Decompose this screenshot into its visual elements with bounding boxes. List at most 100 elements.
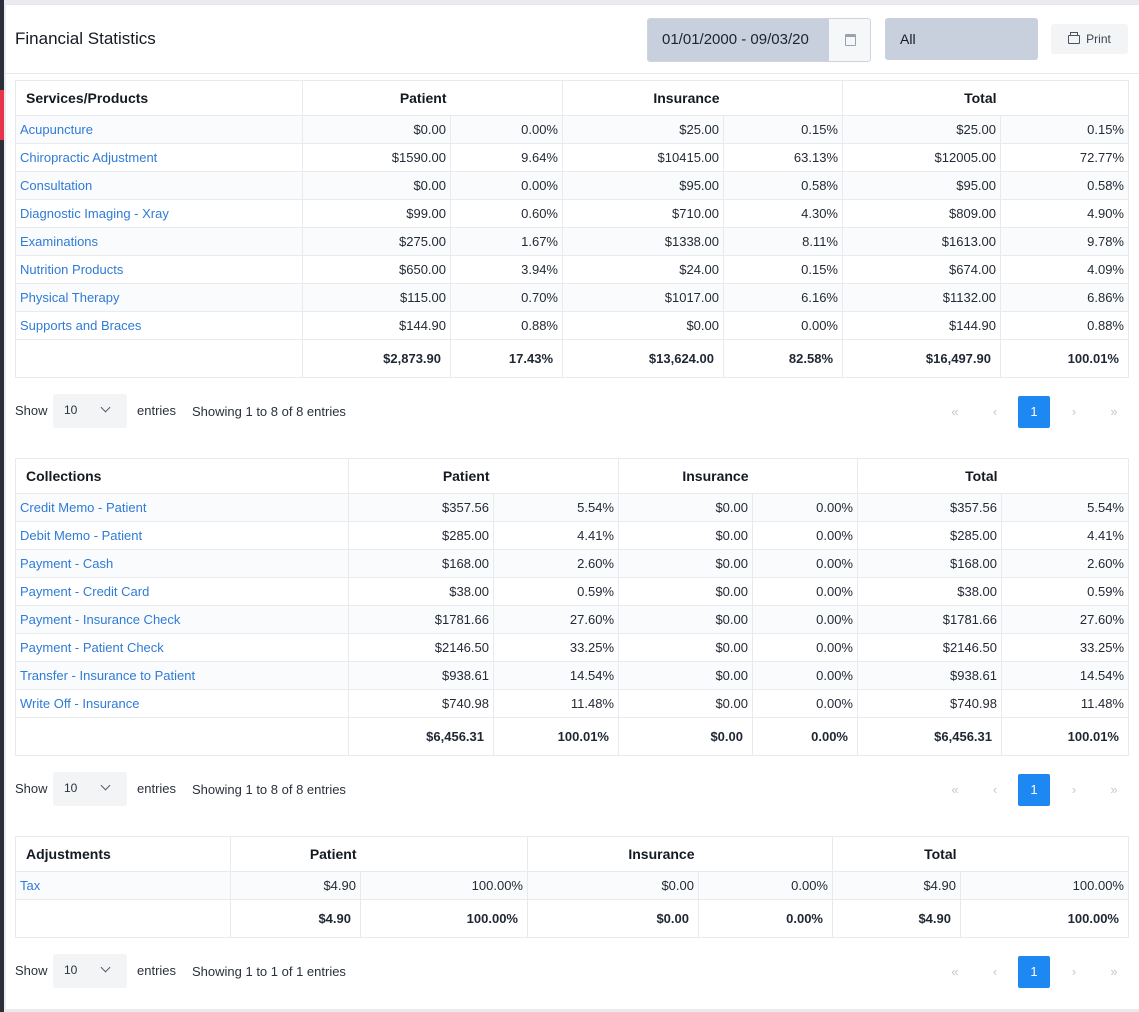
col-header-insurance[interactable]: Insurance [562, 80, 724, 116]
row-value: 27.60% [1001, 605, 1129, 634]
previous-page-icon[interactable]: ‹ [992, 964, 998, 979]
row-name-link[interactable]: Payment - Insurance Check [15, 605, 349, 634]
row-value: 27.60% [493, 605, 619, 634]
previous-page-icon[interactable]: ‹ [992, 782, 998, 797]
row-name-link[interactable]: Nutrition Products [15, 255, 303, 284]
total-value [15, 339, 303, 378]
row-value: $38.00 [857, 577, 1002, 606]
page-length-select[interactable]: 10 [53, 772, 127, 806]
page-length-value: 10 [64, 963, 78, 977]
row-value: $938.61 [348, 661, 494, 690]
row-value: 14.54% [1001, 661, 1129, 690]
page-button-1[interactable]: 1 [1018, 774, 1050, 806]
row-name-link[interactable]: Examinations [15, 227, 303, 256]
col-header-patient[interactable]: Patient [348, 458, 494, 494]
page-length-select[interactable]: 10 [53, 954, 127, 988]
row-value: $1590.00 [302, 143, 451, 172]
first-page-icon[interactable]: « [951, 964, 959, 979]
col-header-name[interactable]: Collections [15, 458, 349, 494]
first-page-icon[interactable]: « [951, 782, 959, 797]
row-value: $1781.66 [857, 605, 1002, 634]
row-value: $1338.00 [562, 227, 724, 256]
row-value: $25.00 [562, 115, 724, 144]
totals-row: $6,456.31 100.01% $0.00 0.00% $6,456.31 100.0… [15, 717, 1129, 756]
calendar-icon[interactable] [830, 19, 870, 61]
table-row: Tax $4.90 100.00% $0.00 0.00% $4.90 100.00% [15, 871, 1129, 900]
col-header-insurance-pct [698, 836, 833, 872]
row-name-link[interactable]: Payment - Patient Check [15, 633, 349, 662]
total-value: 100.01% [1000, 339, 1129, 378]
row-name-link[interactable]: Acupuncture [15, 115, 303, 144]
first-page-icon[interactable]: « [951, 404, 959, 419]
provider-filter-select[interactable]: All [885, 18, 1038, 60]
last-page-icon[interactable]: » [1110, 404, 1118, 419]
row-name-link[interactable]: Consultation [15, 171, 303, 200]
services-section: Services/Products Patient Insurance Tota… [15, 80, 1129, 430]
row-name-link[interactable]: Supports and Braces [15, 311, 303, 340]
row-name-link[interactable]: Payment - Credit Card [15, 577, 349, 606]
row-name-link[interactable]: Transfer - Insurance to Patient [15, 661, 349, 690]
row-value: 0.00% [752, 521, 858, 550]
services-pager: Show 10 entries Showing 1 to 8 of 8 entries… [15, 394, 1128, 430]
row-name-link[interactable]: Debit Memo - Patient [15, 521, 349, 550]
print-button[interactable]: Print [1051, 24, 1128, 54]
col-header-patient[interactable]: Patient [230, 836, 361, 872]
total-value: $4.90 [832, 899, 961, 938]
last-page-icon[interactable]: » [1110, 782, 1118, 797]
row-name-link[interactable]: Diagnostic Imaging - Xray [15, 199, 303, 228]
row-value: $10415.00 [562, 143, 724, 172]
col-header-name[interactable]: Services/Products [15, 80, 303, 116]
collections-table: Collections Patient Insurance Total Cred… [15, 458, 1129, 756]
row-value: $710.00 [562, 199, 724, 228]
row-value: $0.00 [618, 549, 753, 578]
col-header-patient[interactable]: Patient [302, 80, 451, 116]
row-name-link[interactable]: Credit Memo - Patient [15, 493, 349, 522]
row-value: $25.00 [842, 115, 1001, 144]
total-value: 100.01% [493, 717, 619, 756]
next-page-icon[interactable]: › [1071, 404, 1077, 419]
total-value: 100.01% [1001, 717, 1129, 756]
page-button-1[interactable]: 1 [1018, 956, 1050, 988]
row-value: $144.90 [842, 311, 1001, 340]
row-name-link[interactable]: Tax [15, 871, 231, 900]
col-header-total[interactable]: Total [832, 836, 961, 872]
row-name-link[interactable]: Payment - Cash [15, 549, 349, 578]
date-range-picker[interactable]: 01/01/2000 - 09/03/20 [647, 18, 871, 62]
date-range-value[interactable]: 01/01/2000 - 09/03/20 [648, 19, 829, 61]
totals-row: $4.90 100.00% $0.00 0.00% $4.90 100.00% [15, 899, 1129, 938]
row-value: $144.90 [302, 311, 451, 340]
total-value: 100.00% [360, 899, 528, 938]
row-value: $0.00 [618, 633, 753, 662]
collections-section: Collections Patient Insurance Total Cred… [15, 458, 1129, 808]
row-value: $809.00 [842, 199, 1001, 228]
col-header-total[interactable]: Total [857, 458, 1002, 494]
card-header: Financial Statistics 01/01/2000 - 09/03/… [6, 5, 1139, 74]
row-value: $4.90 [832, 871, 961, 900]
last-page-icon[interactable]: » [1110, 964, 1118, 979]
row-value: $0.00 [302, 171, 451, 200]
page-length-value: 10 [64, 403, 78, 417]
next-page-icon[interactable]: › [1071, 964, 1077, 979]
row-value: $0.00 [618, 521, 753, 550]
row-value: 0.00% [752, 549, 858, 578]
table-row: Payment - Patient Check $2146.50 33.25% $0.… [15, 633, 1129, 662]
chevron-down-icon [100, 962, 111, 973]
col-header-total[interactable]: Total [842, 80, 1001, 116]
row-name-link[interactable]: Chiropractic Adjustment [15, 143, 303, 172]
page-button-1[interactable]: 1 [1018, 396, 1050, 428]
row-value: $938.61 [857, 661, 1002, 690]
row-name-link[interactable]: Write Off - Insurance [15, 689, 349, 718]
row-value: $0.00 [527, 871, 699, 900]
row-value: 0.00% [752, 633, 858, 662]
row-value: 0.58% [1000, 171, 1129, 200]
total-value: $0.00 [618, 717, 753, 756]
page-length-select[interactable]: 10 [53, 394, 127, 428]
row-value: 11.48% [1001, 689, 1129, 718]
previous-page-icon[interactable]: ‹ [992, 404, 998, 419]
col-header-insurance[interactable]: Insurance [618, 458, 753, 494]
row-name-link[interactable]: Physical Therapy [15, 283, 303, 312]
next-page-icon[interactable]: › [1071, 782, 1077, 797]
row-value: 0.60% [450, 199, 563, 228]
col-header-name[interactable]: Adjustments [15, 836, 231, 872]
col-header-insurance[interactable]: Insurance [527, 836, 699, 872]
